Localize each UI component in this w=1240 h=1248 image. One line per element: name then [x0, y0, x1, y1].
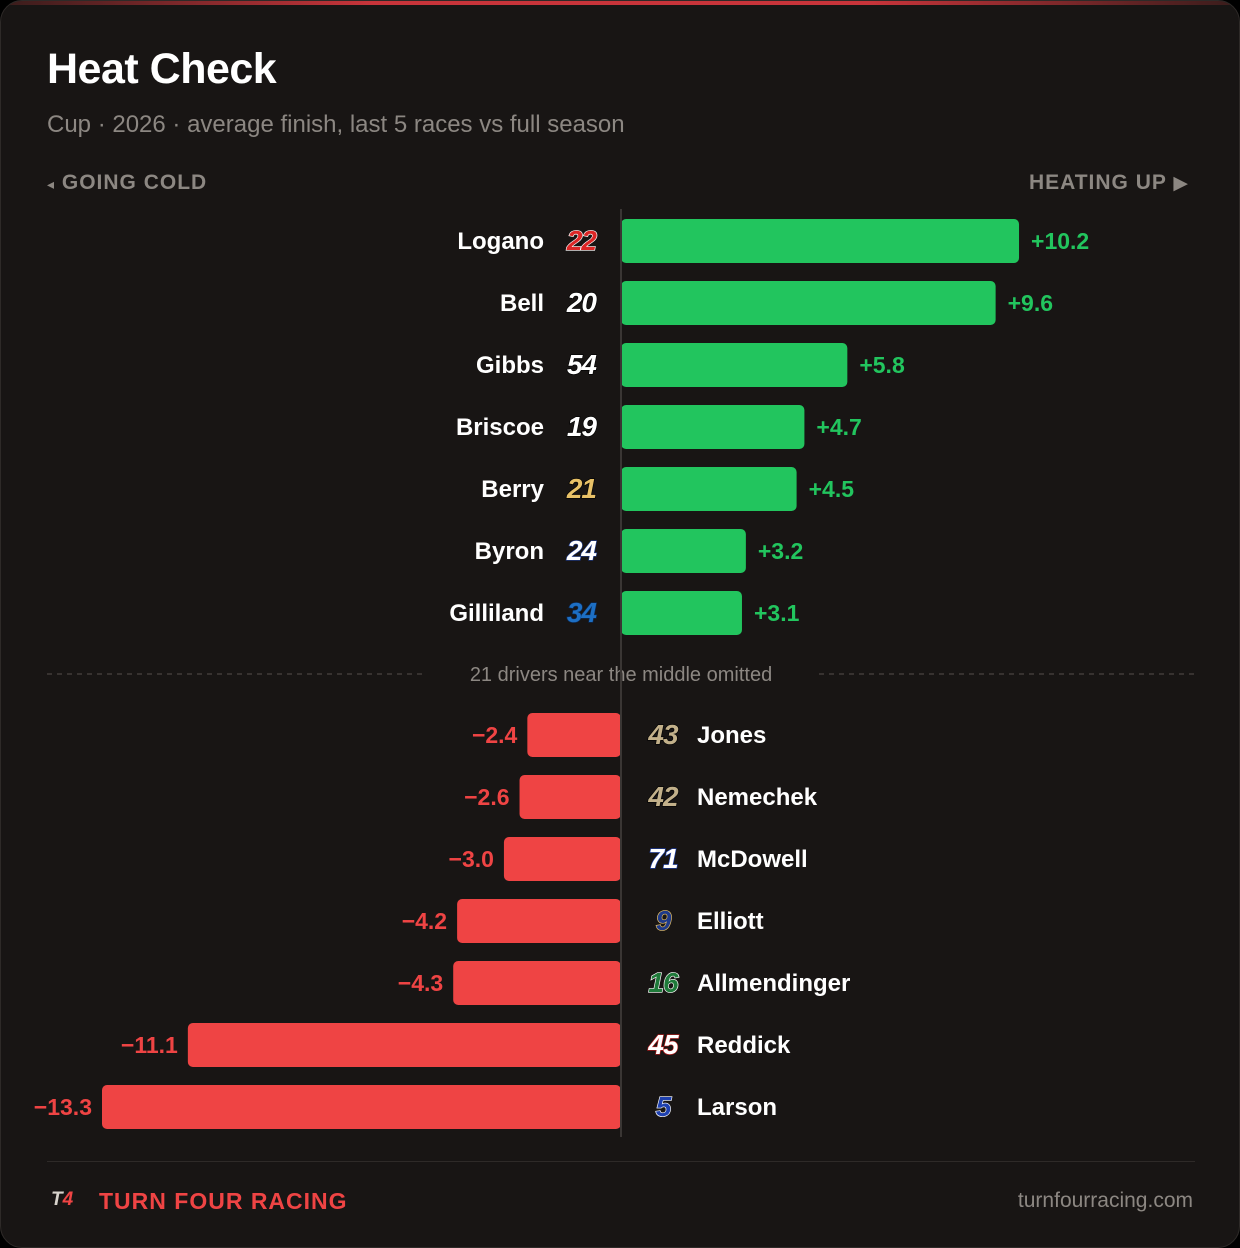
- value-label: +4.5: [809, 476, 855, 502]
- bar-negative: [187, 1023, 622, 1067]
- driver-label: Jones: [697, 722, 766, 749]
- driver-label: Logano: [457, 228, 544, 255]
- car-number: 24: [566, 535, 598, 566]
- driver-label: Byron: [475, 538, 544, 565]
- car-number: 21: [566, 473, 597, 504]
- value-label: +10.2: [1031, 228, 1089, 254]
- bar-positive: [621, 591, 742, 635]
- value-label: −4.2: [402, 908, 447, 934]
- brand-logo-4: 4: [62, 1189, 74, 1210]
- site-url: turnfourracing.com: [1017, 1189, 1193, 1212]
- right-arrow-icon: ▶: [1173, 173, 1189, 194]
- bar-negative: [457, 899, 621, 943]
- value-label: +9.6: [1008, 290, 1053, 316]
- value-label: −13.3: [34, 1094, 92, 1120]
- bar-positive: [621, 343, 848, 387]
- heating-up-text: HEATING UP: [1028, 171, 1167, 194]
- value-label: +3.2: [758, 538, 803, 564]
- driver-label: Bell: [500, 290, 544, 317]
- brand-name: TURN FOUR RACING: [99, 1188, 348, 1214]
- driver-label: Berry: [481, 476, 544, 503]
- value-label: −2.4: [472, 722, 518, 748]
- bar-negative: [527, 713, 621, 757]
- bar-negative: [519, 775, 621, 819]
- bar-positive: [621, 529, 746, 573]
- car-number: 42: [647, 781, 679, 812]
- bar-negative: [102, 1085, 621, 1129]
- driver-label: Reddick: [697, 1032, 791, 1059]
- bar-negative: [453, 961, 621, 1005]
- diverging-bar-chart: +10.2 22 Logano +9.6 20 Bell +5.8 54 Gibbs +4.7 19…: [34, 209, 1195, 1137]
- accent-line: [1, 1, 1239, 5]
- driver-label: McDowell: [697, 846, 808, 873]
- brand-logo: T4: [51, 1189, 73, 1211]
- going-cold-label: ◂ GOING COLD: [47, 171, 207, 195]
- chart-title: Heat Check: [47, 45, 277, 93]
- brand-logo-t: T: [51, 1189, 63, 1210]
- car-number: 22: [566, 225, 598, 256]
- driver-label: Gibbs: [476, 352, 544, 379]
- driver-label: Elliott: [697, 908, 764, 935]
- value-label: −4.3: [398, 970, 443, 996]
- driver-label: Gilliland: [449, 600, 544, 627]
- going-cold-text: GOING COLD: [61, 171, 208, 194]
- car-number: 9: [656, 905, 672, 936]
- value-label: −3.0: [449, 846, 494, 872]
- bar-positive: [621, 219, 1020, 263]
- bar-negative: [503, 837, 621, 881]
- bar-positive: [621, 281, 996, 325]
- chart-subtitle: Cup · 2026 · average finish, last 5 race…: [47, 111, 625, 138]
- car-number: 71: [648, 843, 678, 874]
- driver-label: Briscoe: [456, 414, 544, 441]
- car-number: 43: [647, 719, 679, 750]
- left-arrow-icon: ◂: [47, 176, 56, 192]
- car-number: 45: [647, 1029, 679, 1060]
- driver-label: Nemechek: [697, 784, 818, 811]
- value-label: −11.1: [121, 1032, 178, 1058]
- car-number: 54: [567, 349, 598, 380]
- value-label: −2.6: [464, 784, 509, 810]
- bar-positive: [621, 405, 805, 449]
- bar-positive: [621, 467, 797, 511]
- car-number: 34: [567, 597, 598, 628]
- car-number: 20: [566, 287, 598, 318]
- footer-divider: [47, 1161, 1195, 1162]
- heating-up-label: HEATING UP ▶: [1029, 171, 1189, 195]
- value-label: +3.1: [754, 600, 800, 626]
- driver-label: Allmendinger: [697, 970, 850, 997]
- car-number: 16: [648, 967, 679, 998]
- car-number: 5: [656, 1091, 672, 1122]
- car-number: 19: [567, 411, 598, 442]
- value-label: +4.7: [816, 414, 861, 440]
- value-label: +5.8: [859, 352, 905, 378]
- driver-label: Larson: [697, 1094, 777, 1121]
